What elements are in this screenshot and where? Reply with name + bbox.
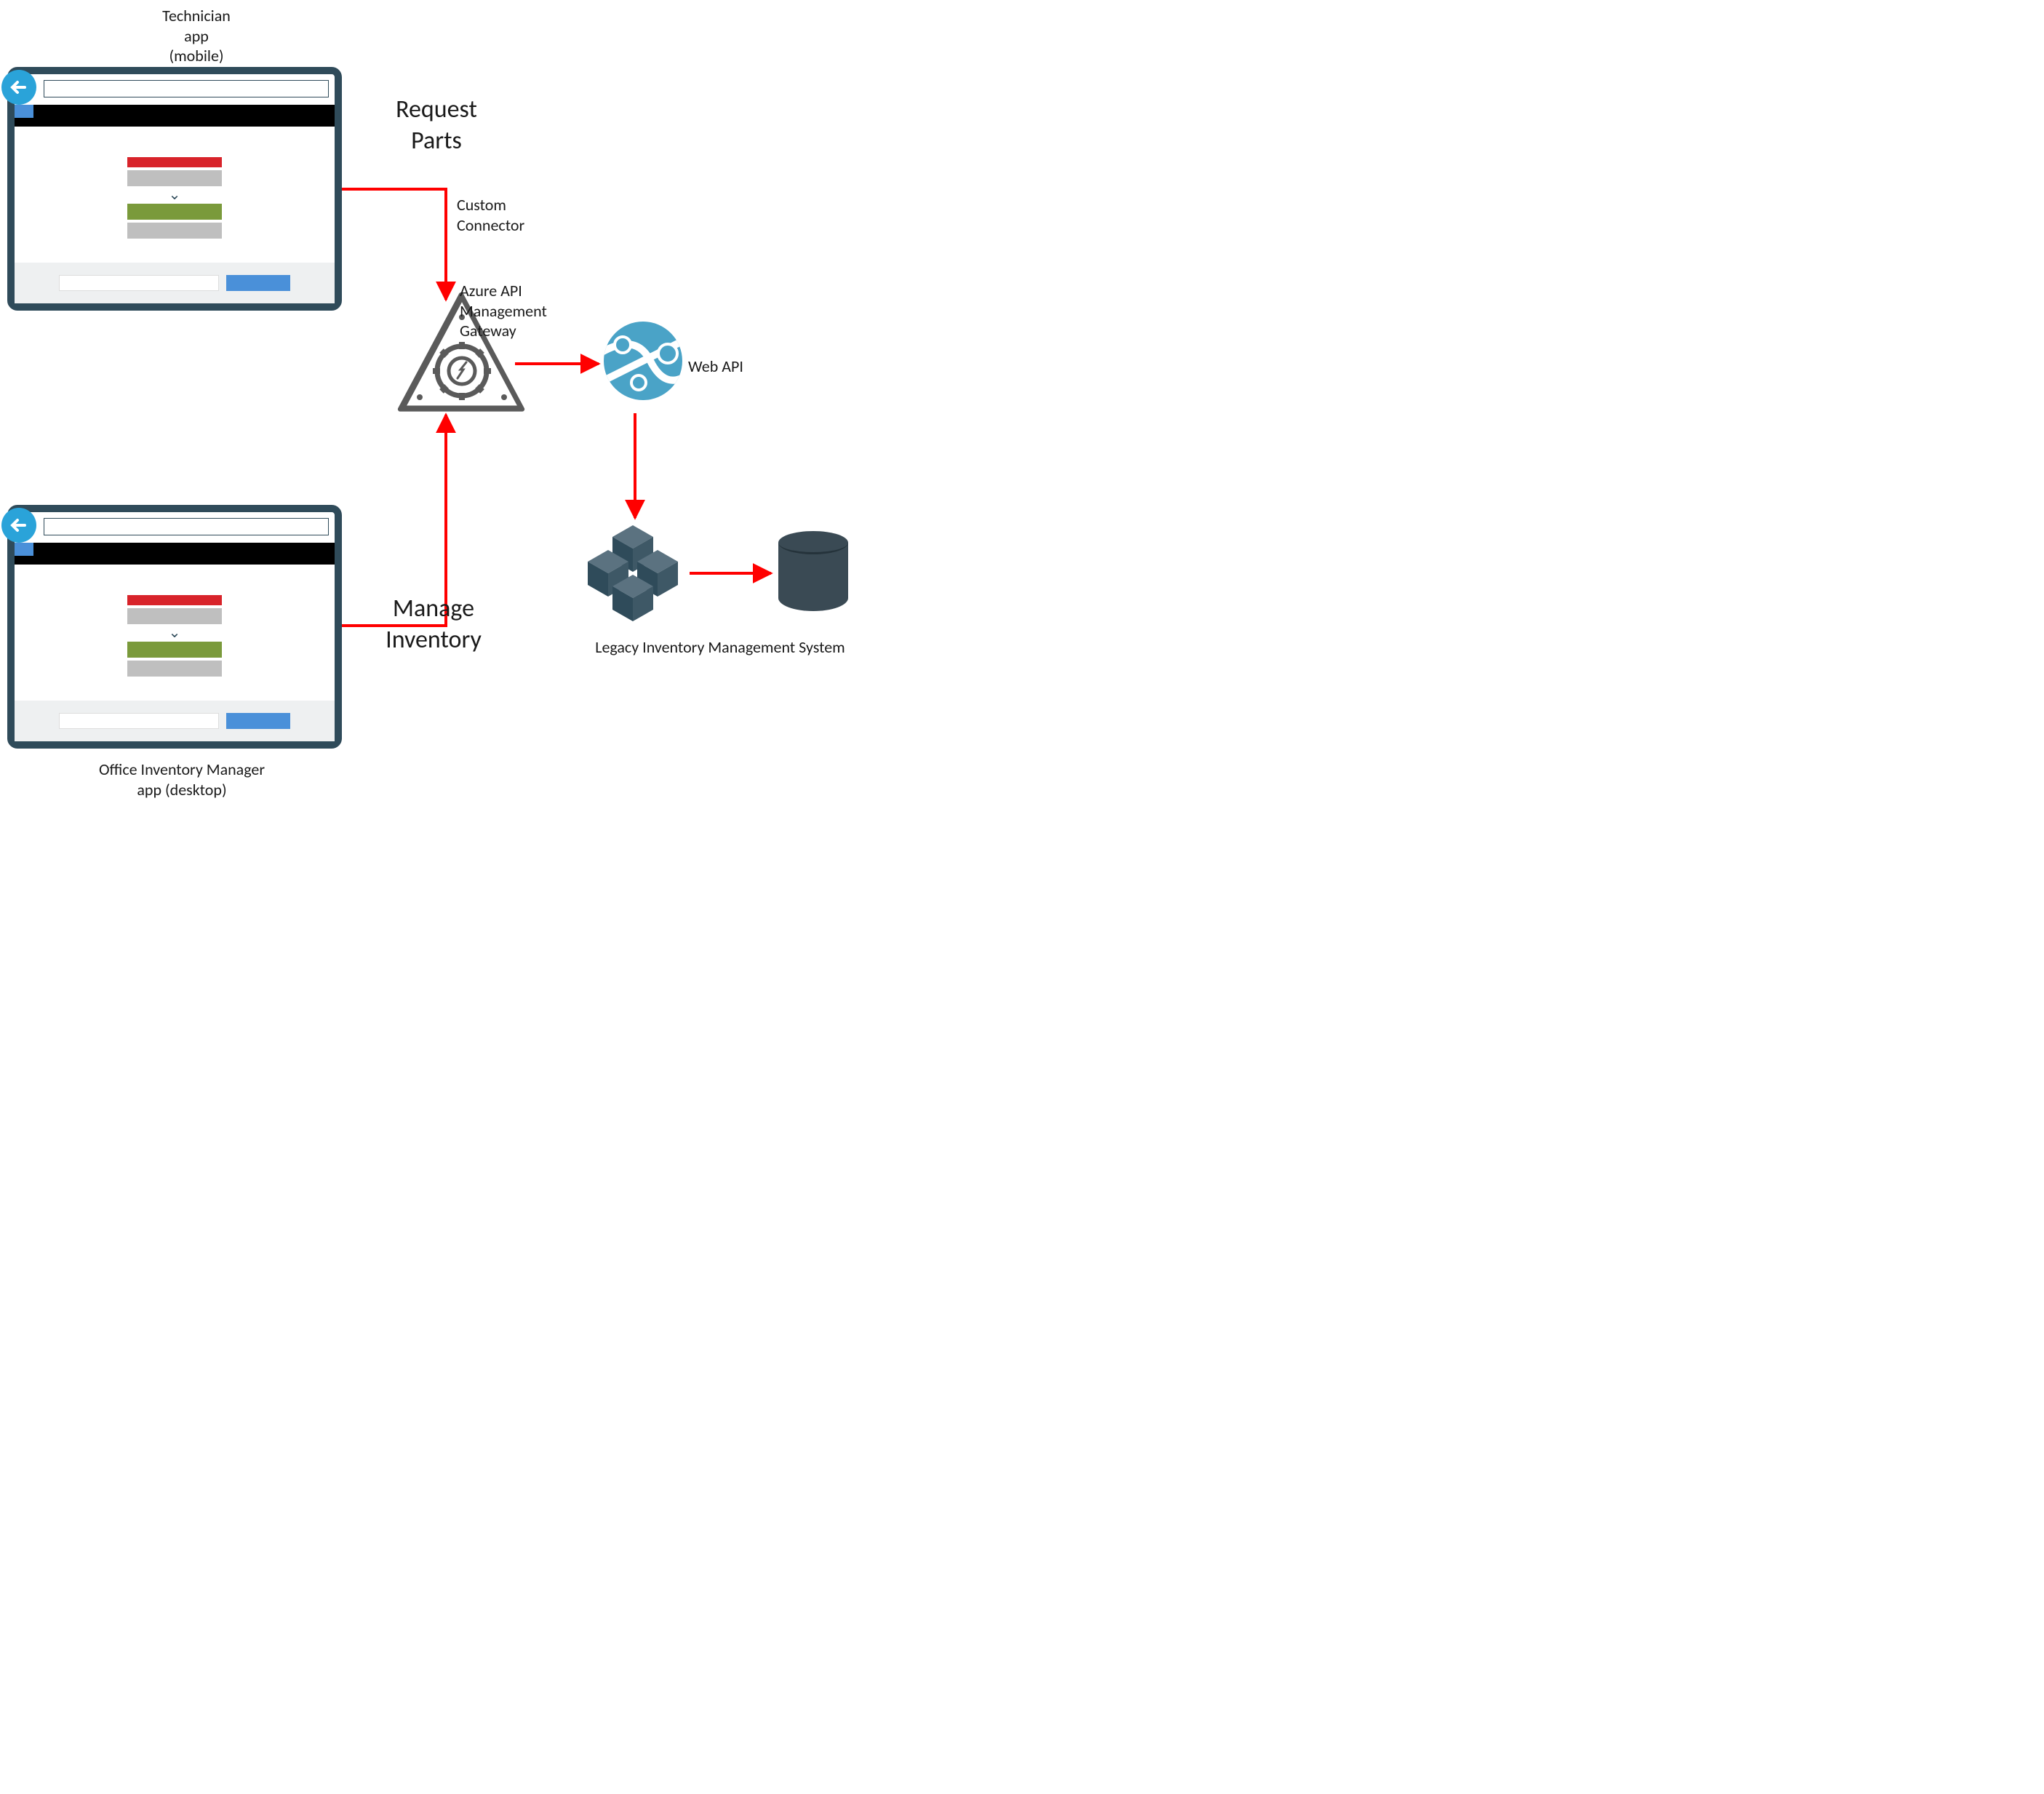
- footer-input: [59, 713, 219, 729]
- app-footer: [15, 701, 335, 741]
- footer-input: [59, 275, 219, 291]
- office-app-mockup: ⌄: [7, 505, 342, 749]
- titlebar: [15, 105, 335, 127]
- row-green: [127, 642, 222, 658]
- app-footer: [15, 263, 335, 303]
- legacy-label: Legacy Inventory Management System: [582, 637, 858, 658]
- row-gray-2: [127, 223, 222, 239]
- chevron-down-icon: ⌄: [169, 629, 181, 637]
- app-content: ⌄: [15, 570, 335, 701]
- webapi-icon: [599, 322, 687, 400]
- row-gray: [127, 170, 222, 186]
- footer-button: [226, 713, 290, 729]
- database-icon: [778, 531, 848, 611]
- tab-marker: [15, 543, 33, 556]
- technician-app-label: Technicianapp(mobile): [131, 6, 262, 66]
- back-button-icon: [1, 508, 36, 543]
- row-red: [127, 157, 222, 167]
- row-gray: [127, 608, 222, 624]
- address-bar: [44, 80, 329, 97]
- request-parts-label: RequestParts: [364, 95, 509, 156]
- apim-label: Azure APIManagementGateway: [460, 281, 583, 341]
- technician-app-mockup: ⌄: [7, 67, 342, 311]
- arrow-app-top-to-apim: [342, 189, 446, 300]
- office-app-label: Office Inventory Managerapp (desktop): [87, 760, 276, 800]
- titlebar: [15, 543, 335, 565]
- cubes-icon: [588, 525, 678, 621]
- address-bar: [44, 518, 329, 535]
- app-content: ⌄: [15, 132, 335, 263]
- row-gray-2: [127, 661, 222, 677]
- footer-button: [226, 275, 290, 291]
- manage-inventory-label: ManageInventory: [354, 594, 514, 655]
- row-green: [127, 204, 222, 220]
- back-button-icon: [1, 70, 36, 105]
- tab-marker: [15, 105, 33, 118]
- chevron-down-icon: ⌄: [169, 191, 181, 199]
- row-red: [127, 595, 222, 605]
- webapi-label: Web API: [688, 356, 775, 377]
- custom-connector-label: CustomConnector: [457, 195, 559, 235]
- diagram-canvas: ⌄ ⌄ Technicia: [0, 0, 1022, 897]
